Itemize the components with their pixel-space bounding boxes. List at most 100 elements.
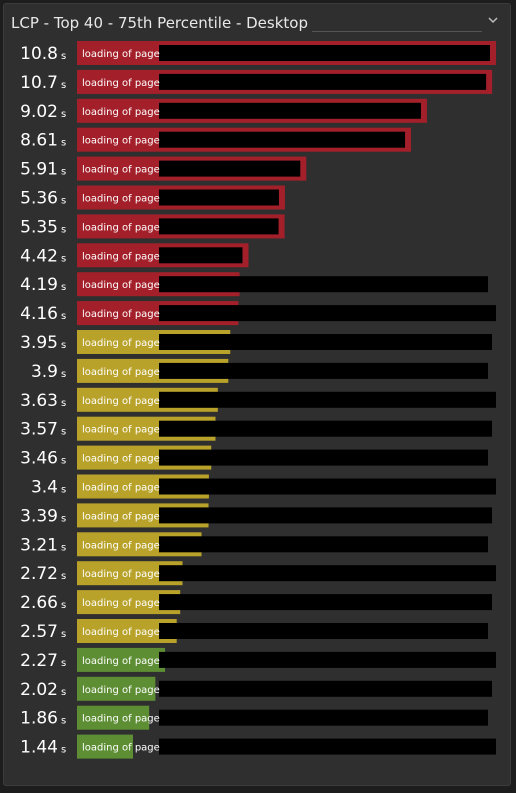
unit-label: s — [61, 427, 66, 438]
bar[interactable] — [77, 705, 150, 730]
value-label: 4.16 — [20, 304, 58, 324]
bar-row[interactable]: 9.02 s loading of page — [20, 98, 427, 123]
unit-label: s — [61, 513, 66, 524]
redaction-block — [159, 334, 492, 350]
value-label: 1.86 — [20, 709, 58, 729]
bar-label: loading of page — [82, 136, 160, 147]
bar-row[interactable]: 4.19 s loading of page — [20, 272, 488, 297]
bar-label: loading of page — [82, 251, 160, 262]
bar-label: loading of page — [82, 107, 160, 118]
unit-label: s — [61, 456, 66, 467]
redaction-block — [159, 218, 279, 235]
unit-label: s — [61, 224, 66, 235]
unit-label: s — [61, 571, 66, 582]
value-label: 3.46 — [20, 449, 58, 469]
bar-row[interactable]: 3.63 s loading of page — [20, 387, 496, 412]
bar-row[interactable]: 2.66 s loading of page — [20, 590, 492, 615]
value-label: 2.57 — [20, 622, 58, 642]
redaction-block — [159, 623, 488, 639]
bar-label: loading of page — [82, 367, 160, 378]
bar-row[interactable]: 2.27 s loading of page — [20, 647, 496, 672]
bar-row[interactable]: 3.57 s loading of page — [20, 416, 492, 441]
redaction-block — [159, 738, 496, 755]
unit-label: s — [61, 745, 66, 756]
bar-row[interactable]: 1.86 s loading of page — [20, 705, 488, 730]
bar-label: loading of page — [82, 627, 160, 638]
value-label: 10.8 — [20, 44, 58, 64]
redaction-block — [159, 680, 492, 697]
value-label: 5.35 — [20, 217, 58, 237]
unit-label: s — [61, 311, 66, 322]
redaction-block — [159, 102, 421, 119]
bar-label: loading of page — [82, 569, 160, 580]
value-label: 2.27 — [20, 651, 58, 671]
redaction-block — [159, 536, 488, 553]
bar-row[interactable]: 4.42 s loading of page — [20, 243, 249, 268]
bar-row[interactable]: 1.44 s loading of page — [20, 734, 496, 759]
value-label: 5.91 — [20, 160, 58, 180]
redaction-block — [159, 305, 496, 322]
redaction-block — [159, 73, 487, 90]
value-label: 9.02 — [20, 102, 58, 122]
unit-label: s — [61, 687, 66, 698]
bar-label: loading of page — [82, 598, 160, 609]
bar-row[interactable]: 3.46 s loading of page — [20, 445, 488, 470]
value-label: 2.66 — [20, 593, 58, 613]
panel-title: LCP - Top 40 - 75th Percentile - Desktop — [11, 14, 308, 32]
redaction-block — [159, 45, 490, 61]
bar-label: loading of page — [82, 511, 160, 522]
bar-label: loading of page — [82, 540, 160, 551]
chevron-down-icon[interactable] — [486, 12, 500, 26]
value-label: 5.36 — [20, 189, 58, 209]
bar-row[interactable]: 10.7 s loading of page — [20, 69, 493, 94]
bar-row[interactable]: 10.8 s loading of page — [20, 41, 496, 65]
bar-row[interactable]: 5.35 s loading of page — [20, 214, 285, 239]
bar-label: loading of page — [82, 656, 160, 667]
bar-label: loading of page — [82, 194, 160, 205]
bar-row[interactable]: 4.16 s loading of page — [20, 301, 496, 326]
bar-row[interactable]: 3.21 s loading of page — [20, 532, 488, 557]
unit-label: s — [61, 485, 66, 496]
bar-row[interactable]: 2.57 s loading of page — [20, 619, 488, 643]
bar-row[interactable]: 2.72 s loading of page — [20, 561, 496, 586]
bar-label: loading of page — [82, 338, 160, 349]
bar-row[interactable]: 3.95 s loading of page — [20, 330, 492, 354]
value-label: 10.7 — [20, 73, 58, 93]
unit-label: s — [61, 369, 66, 380]
bar-label: loading of page — [82, 49, 160, 60]
bar-label: loading of page — [82, 222, 160, 233]
bar[interactable] — [77, 647, 166, 672]
redaction-block — [159, 709, 488, 726]
bar-row[interactable]: 2.02 s loading of page — [20, 676, 492, 701]
redaction-block — [159, 391, 496, 408]
unit-label: s — [61, 629, 66, 640]
redaction-block — [159, 362, 488, 379]
redaction-block — [159, 507, 492, 524]
bar[interactable] — [77, 734, 133, 759]
value-label: 3.95 — [20, 333, 58, 353]
bar-row[interactable]: 3.39 s loading of page — [20, 503, 492, 528]
bar-row[interactable]: 5.91 s loading of page — [20, 156, 307, 181]
redaction-block — [159, 131, 406, 148]
redaction-block — [159, 565, 496, 582]
bar-label: loading of page — [82, 280, 160, 291]
unit-label: s — [61, 80, 66, 91]
bar-label: loading of page — [82, 454, 160, 465]
bar-row[interactable]: 3.9 s loading of page — [31, 358, 488, 383]
value-label: 3.39 — [20, 506, 58, 526]
redaction-block — [159, 160, 301, 177]
bar-row[interactable]: 3.4 s loading of page — [31, 474, 496, 499]
redaction-block — [159, 449, 488, 466]
bar-row[interactable]: 5.36 s loading of page — [20, 185, 285, 210]
value-label: 3.21 — [20, 535, 58, 555]
title-divider — [312, 31, 482, 32]
value-label: 2.02 — [20, 680, 58, 700]
bar-label: loading of page — [82, 714, 160, 725]
redaction-block — [159, 247, 243, 264]
redaction-block — [159, 594, 492, 611]
bar-label: loading of page — [82, 165, 160, 176]
bar[interactable] — [77, 676, 156, 701]
bar-row[interactable]: 8.61 s loading of page — [20, 127, 412, 152]
value-label: 4.42 — [20, 246, 58, 266]
